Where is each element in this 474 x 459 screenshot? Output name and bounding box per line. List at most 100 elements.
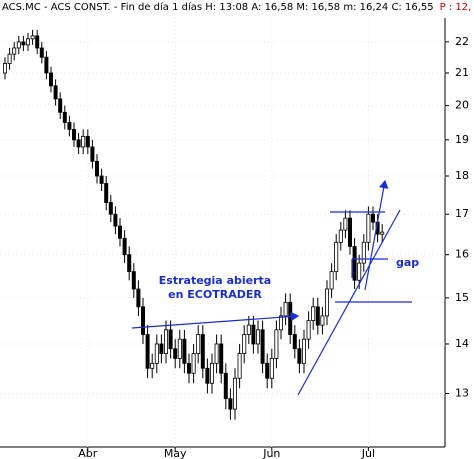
candle-body — [44, 56, 49, 74]
candle-body — [265, 362, 270, 379]
candle-body — [219, 343, 224, 374]
candle-body — [274, 329, 279, 359]
candle-body — [173, 348, 178, 359]
annotation: gap — [396, 256, 419, 269]
y-tick-label: 15 — [455, 291, 469, 304]
candle-body — [380, 231, 385, 235]
candle-body — [338, 229, 343, 243]
candle-body — [90, 146, 95, 162]
y-tick-label: 13 — [455, 387, 469, 400]
candle-body — [228, 398, 233, 410]
target-arrow — [364, 179, 389, 291]
y-tick-label: 17 — [455, 207, 469, 220]
candle-body — [255, 329, 260, 345]
y-tick-label: 18 — [455, 169, 469, 182]
x-tick-label: Jul — [361, 447, 375, 459]
candle-body — [122, 237, 127, 256]
x-tick-label: Jun — [262, 447, 280, 459]
candle-body — [315, 306, 320, 326]
candle-body — [168, 329, 173, 350]
candle-body — [301, 338, 306, 364]
candle-body — [67, 122, 72, 130]
candle-body — [145, 334, 150, 369]
y-tick-label: 19 — [455, 133, 469, 146]
candle-body — [205, 367, 210, 384]
candle-body — [154, 343, 159, 364]
candle-body — [269, 358, 274, 379]
candle-body — [232, 377, 237, 410]
candle-body — [81, 135, 86, 148]
candle-body — [191, 353, 196, 374]
candle-body — [140, 306, 145, 335]
candle-body — [196, 334, 201, 354]
y-tick-label: 21 — [455, 66, 469, 79]
candle-body — [288, 301, 293, 335]
candle-body — [306, 320, 311, 340]
annotations: Estrategia abierta en ECOTRADER gap — [131, 179, 419, 396]
candle-body — [283, 301, 288, 317]
candle-body — [200, 334, 205, 369]
candle-body — [3, 63, 8, 74]
candle-body — [99, 175, 104, 184]
candle-body — [214, 343, 219, 364]
candle-body — [159, 343, 164, 354]
candle-body — [297, 348, 302, 364]
candle-body — [182, 338, 187, 364]
candle-body — [131, 271, 136, 290]
y-tick-label: 14 — [455, 337, 469, 350]
y-tick-label: 22 — [455, 35, 469, 48]
candle-body — [320, 315, 325, 326]
candle-body — [343, 217, 348, 231]
candle-body — [76, 139, 81, 148]
candle-body — [163, 329, 168, 354]
candle-body — [85, 135, 90, 148]
candle-body — [7, 53, 12, 64]
candle-body — [118, 225, 123, 239]
candle-body — [311, 306, 316, 321]
annotation: Estrategia abierta — [159, 274, 271, 287]
candle-body — [113, 213, 118, 227]
candle-body — [246, 324, 251, 335]
candle-body — [53, 85, 58, 100]
candle-body — [12, 47, 17, 55]
annotation: en ECOTRADER — [168, 288, 262, 301]
candle-body — [329, 271, 334, 290]
candle-body — [58, 98, 63, 113]
candle-body — [21, 41, 26, 46]
candle-body — [334, 241, 339, 273]
candle-body — [347, 217, 352, 247]
candle-body — [237, 353, 242, 379]
candle-body — [260, 329, 265, 364]
candle-body — [223, 372, 228, 400]
candle-body — [186, 362, 191, 374]
x-tick-label: Abr — [78, 447, 98, 459]
candle-body — [292, 334, 297, 350]
title-suffix: P : 12, — [440, 2, 472, 13]
x-tick-label: May — [164, 447, 187, 459]
candle-body — [209, 362, 214, 384]
candle-body — [16, 41, 21, 49]
candle-body — [39, 47, 44, 58]
y-tick-label: 16 — [455, 248, 469, 261]
candle-body — [251, 324, 256, 345]
candle-body — [72, 128, 77, 141]
candle-body — [278, 315, 283, 331]
candle-body — [150, 362, 155, 369]
candle-body — [352, 246, 357, 281]
candle-body — [357, 262, 362, 281]
candle-body — [242, 334, 247, 354]
candle-body — [35, 35, 40, 49]
plot: 13 14 15 16 17 18 19 20 21 22 Abr May Jun Jul — [0, 18, 469, 459]
candle-body — [177, 338, 182, 359]
candle-body — [30, 35, 35, 40]
candle-body — [324, 288, 329, 317]
trend-line — [131, 311, 300, 329]
candle-body — [366, 213, 371, 243]
title: ACS.MC - ACS CONST. - Fin de día 1 días … — [2, 1, 434, 13]
candle-body — [62, 111, 67, 123]
y-tick-label: 20 — [455, 99, 469, 112]
candle-body — [95, 160, 100, 177]
